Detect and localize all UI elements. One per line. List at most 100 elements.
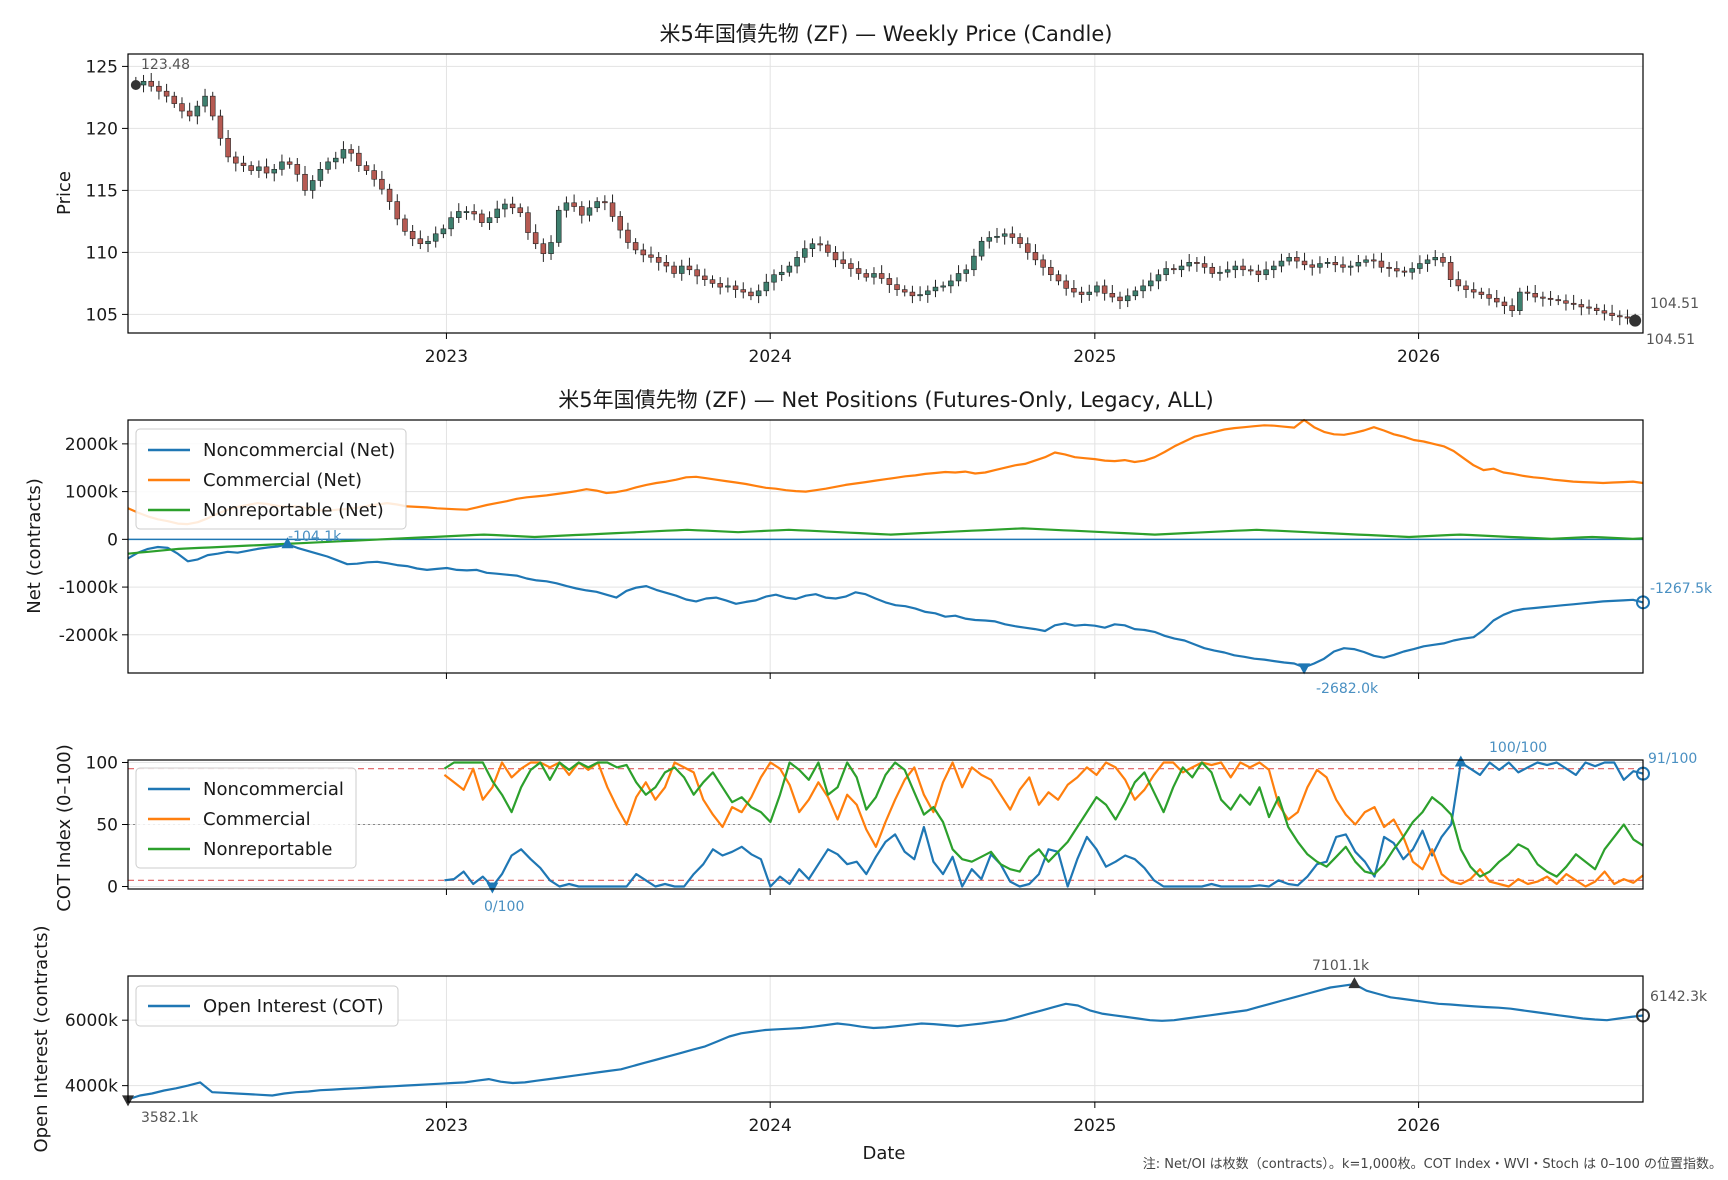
candle-body xyxy=(1424,259,1431,264)
cot-max-label: 100/100 xyxy=(1489,740,1547,756)
candle-body xyxy=(1547,297,1554,300)
candle-body xyxy=(1263,269,1269,276)
candle-body xyxy=(1440,257,1446,263)
price-grid xyxy=(128,54,1643,333)
candle-body xyxy=(279,161,285,170)
candle-body xyxy=(878,273,885,279)
candle-body xyxy=(917,294,923,297)
candle-body xyxy=(1178,265,1185,271)
net-frame xyxy=(127,419,1644,674)
candle-body xyxy=(709,279,716,284)
candle-body xyxy=(240,162,247,166)
candle-body xyxy=(325,161,331,170)
net-legend-commercial: Commercial (Net) xyxy=(203,470,362,491)
candle-body xyxy=(1017,237,1023,245)
candle-body xyxy=(271,169,278,174)
candle-body xyxy=(340,149,347,159)
oi-plot: 2023 2024 2025 2026 4000k 6000k xyxy=(65,975,1650,1136)
candle-body xyxy=(1171,268,1177,271)
candle-body xyxy=(1094,285,1100,293)
candle-body xyxy=(632,242,639,251)
candle-body xyxy=(194,105,201,117)
candle-body xyxy=(248,165,254,171)
candle-body xyxy=(1409,268,1415,273)
price-last-label: 104.51 xyxy=(1650,296,1699,312)
candle-body xyxy=(678,265,685,274)
candle-body xyxy=(855,268,862,274)
candle-body xyxy=(640,249,647,256)
max-marker xyxy=(281,537,294,549)
candle-body xyxy=(932,286,939,292)
candle-body xyxy=(717,283,723,288)
candle-body xyxy=(263,166,270,174)
candle-body xyxy=(1232,265,1239,271)
candle-body xyxy=(832,252,839,261)
candle-body xyxy=(1593,307,1600,311)
series-line-noncommercial xyxy=(127,982,1644,1101)
min-marker xyxy=(1298,663,1311,675)
candle-body xyxy=(1132,290,1139,297)
candle-body xyxy=(1155,274,1162,282)
candle-body xyxy=(379,178,385,190)
candle-body xyxy=(1317,263,1323,268)
y-tick-label: -2000k xyxy=(59,626,118,646)
candle-body xyxy=(1124,295,1131,302)
candle-body xyxy=(163,90,170,97)
candle-body xyxy=(963,269,969,274)
cot-lines xyxy=(443,755,1650,894)
candle-body xyxy=(317,169,324,181)
candle-body xyxy=(1624,316,1631,319)
candle-body xyxy=(1186,262,1192,267)
candle-body xyxy=(1001,233,1008,237)
candle-body xyxy=(1432,257,1439,261)
candle-body xyxy=(1417,263,1423,269)
candle-body xyxy=(694,269,700,277)
candle-body xyxy=(1217,271,1223,274)
candle-body xyxy=(1301,260,1308,266)
candle-body xyxy=(1617,315,1623,318)
candle-body xyxy=(671,265,677,274)
candle-body xyxy=(1370,259,1377,262)
oi-ylabel: Open Interest (contracts) xyxy=(31,925,52,1152)
candle-body xyxy=(1493,297,1500,303)
candle-body xyxy=(948,280,954,287)
candle-body xyxy=(525,212,531,233)
candle-body xyxy=(140,80,147,86)
candle-body xyxy=(602,201,608,204)
footnote: 注: Net/OI は枚数（contracts）。k=1,000枚。COT In… xyxy=(1143,1157,1722,1172)
oi-axes: 2023 2024 2025 2026 4000k 6000k xyxy=(65,1011,1440,1136)
candle-body xyxy=(1455,279,1462,287)
candle-body xyxy=(348,149,354,154)
candle-body xyxy=(179,103,185,112)
series-line-commercial xyxy=(443,761,1644,888)
net-legend-nonreportable: Nonreportable (Net) xyxy=(203,500,384,521)
candle-body xyxy=(555,209,562,243)
candle-body xyxy=(740,289,747,293)
candle-body xyxy=(817,243,823,246)
net-legend: Noncommercial (Net) Commercial (Net) Non… xyxy=(135,428,407,530)
candle-body xyxy=(1063,280,1069,289)
candle-body xyxy=(1540,296,1546,299)
series-line-noncommercial xyxy=(444,761,1644,888)
price-frame xyxy=(127,53,1644,334)
candle-body xyxy=(1271,265,1277,271)
candle-body xyxy=(1332,262,1339,266)
candle-body xyxy=(1201,263,1208,268)
candle-body xyxy=(1148,280,1154,287)
candle-body xyxy=(332,157,339,163)
max-marker xyxy=(1454,755,1467,767)
net-max-label: -104.1k xyxy=(288,529,342,545)
candle-body xyxy=(563,202,570,211)
price-last-label-below: 104.51 xyxy=(1646,332,1695,348)
candle-body xyxy=(809,243,816,249)
candle-body xyxy=(1378,260,1385,268)
oi-max-label: 7101.1k xyxy=(1312,958,1370,974)
cot-legend-box xyxy=(135,767,357,869)
price-axes: 2023 2024 2025 2026 105 110 115 120 125 xyxy=(86,57,1441,367)
net-chart-title: 米5年国債先物 (ZF) — Net Positions (Futures-On… xyxy=(558,388,1214,412)
y-tick-label: 115 xyxy=(86,181,118,201)
candle-body xyxy=(1609,312,1615,316)
candle-body xyxy=(848,263,854,269)
candle-body xyxy=(763,281,770,292)
candle-body xyxy=(225,138,231,158)
